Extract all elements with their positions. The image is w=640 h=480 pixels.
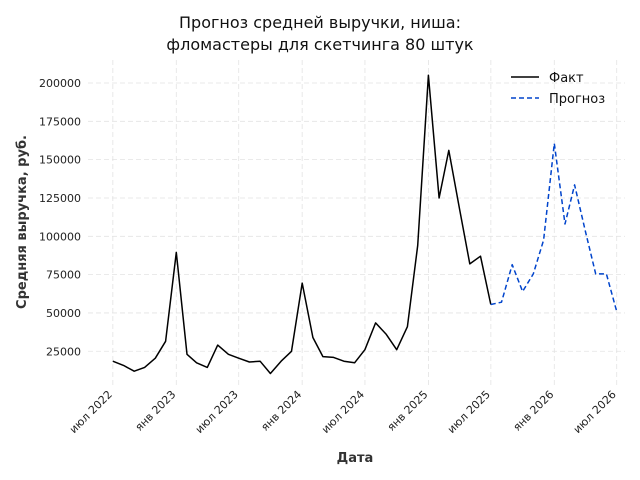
y-tick-label: 25000: [46, 345, 81, 358]
y-axis-ticks: 25000 50000 75000 100000 125000 150000 175000 2…: [39, 77, 81, 358]
y-tick-label: 75000: [46, 269, 81, 282]
x-tick-label: янв 2025: [385, 388, 431, 434]
x-tick-label: июл 2026: [571, 388, 619, 436]
y-tick-label: 175000: [39, 115, 81, 128]
legend-label-forecast: Прогноз: [549, 92, 605, 107]
legend: Факт Прогноз: [511, 71, 605, 107]
series-line-forecast: [490, 142, 618, 312]
x-tick-label: июл 2025: [445, 388, 493, 436]
x-tick-label: янв 2023: [133, 388, 179, 434]
x-tick-label: июл 2023: [193, 388, 241, 436]
y-tick-label: 50000: [46, 307, 81, 320]
chart-title-line-2: фломастеры для скетчинга 80 штук: [166, 35, 474, 54]
series-lines: [112, 74, 618, 375]
x-axis-ticks: июл 2022 янв 2023 июл 2023 янв 2024 июл 2024…: [67, 388, 619, 436]
y-tick-label: 150000: [39, 154, 81, 167]
x-axis-title: Дата: [337, 451, 374, 466]
x-tick-label: янв 2024: [258, 388, 304, 434]
y-axis-title: Средняя выручка, руб.: [15, 135, 30, 309]
legend-label-fact: Факт: [549, 71, 584, 86]
x-tick-label: июл 2024: [319, 388, 367, 436]
y-tick-label: 100000: [39, 230, 81, 243]
y-tick-label: 200000: [39, 77, 81, 90]
x-tick-label: янв 2026: [511, 388, 557, 434]
x-tick-label: июл 2022: [67, 388, 115, 436]
y-tick-label: 125000: [39, 192, 81, 205]
chart-title-line-1: Прогноз средней выручки, ниша:: [179, 13, 461, 32]
grid: [88, 60, 625, 385]
series-line-fact: [112, 74, 492, 375]
